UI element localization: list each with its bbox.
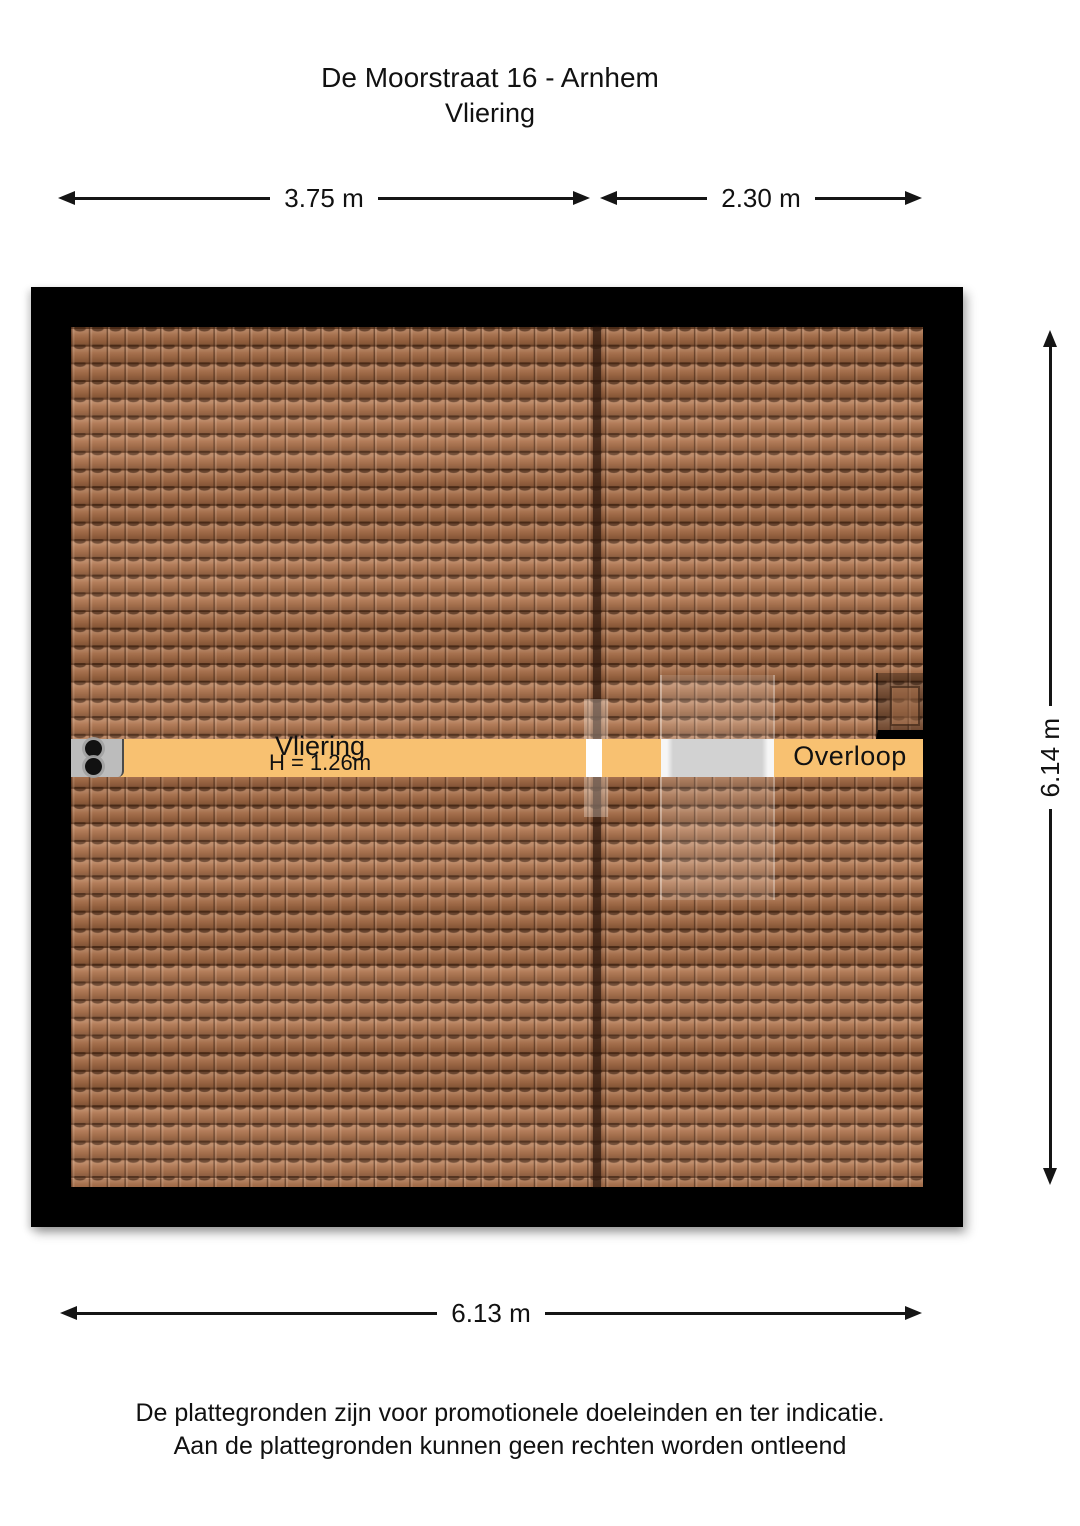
dimension-line xyxy=(377,196,573,200)
floorplan-canvas: Vliering H = 1.26m Overloop xyxy=(31,287,963,1227)
dimension-line xyxy=(77,1311,438,1315)
title-floor: Vliering xyxy=(444,98,536,128)
dimension-line xyxy=(75,196,271,200)
chimney-opening xyxy=(890,686,920,726)
room-label-vliering: Vliering H = 1.26m xyxy=(200,732,440,774)
skylight xyxy=(660,675,775,900)
chimney xyxy=(876,673,923,739)
boiler-knob-icon xyxy=(85,740,102,757)
arrow-up-icon xyxy=(1043,330,1057,347)
arrow-right-icon xyxy=(573,191,590,205)
arrow-right-icon xyxy=(905,1306,922,1320)
arrow-right-icon xyxy=(905,191,922,205)
disclaimer-line2: Aan de plattegronden kunnen geen rechten… xyxy=(173,1432,847,1460)
dimension-label: 6.14 m xyxy=(1034,717,1065,798)
title-address: De Moorstraat 16 - Arnhem xyxy=(321,62,659,93)
stairs-opening xyxy=(661,739,774,777)
disclaimer-line1: De plattegronden zijn voor promotionele … xyxy=(135,1399,885,1427)
dimension-label: 3.75 m xyxy=(284,182,364,213)
arrow-left-icon xyxy=(600,191,617,205)
page-title: De Moorstraat 16 - Arnhem Vliering xyxy=(0,60,980,131)
dimension-label: 6.13 m xyxy=(451,1297,531,1328)
arrow-down-icon xyxy=(1043,1168,1057,1185)
strip-door-gap xyxy=(586,739,602,777)
dimension-line xyxy=(544,1311,905,1315)
arrow-left-icon xyxy=(60,1306,77,1320)
dimension-top-left: 3.75 m xyxy=(58,183,590,213)
dimension-line xyxy=(1048,809,1052,1168)
boiler-fixture xyxy=(71,739,124,777)
room-label-overloop: Overloop xyxy=(793,741,907,771)
dimension-line xyxy=(617,196,708,200)
dimension-right: 6.14 m xyxy=(1034,330,1065,1185)
dimension-bottom: 6.13 m xyxy=(60,1298,922,1328)
floor-strip: Vliering H = 1.26m Overloop xyxy=(71,732,923,777)
boiler-knob-icon xyxy=(85,758,102,775)
room-ceiling-height: H = 1.26m xyxy=(268,750,372,775)
dimension-line xyxy=(1048,347,1052,706)
dimension-label: 2.30 m xyxy=(721,182,801,213)
room-name: Vliering xyxy=(274,731,366,761)
dimension-top-right: 2.30 m xyxy=(600,183,922,213)
dimension-line xyxy=(814,196,905,200)
arrow-left-icon xyxy=(58,191,75,205)
disclaimer: De plattegronden zijn voor promotionele … xyxy=(0,1397,1020,1463)
